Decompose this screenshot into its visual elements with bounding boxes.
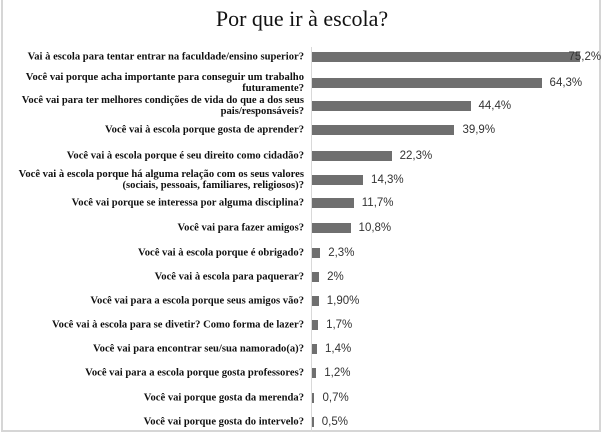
category-label: Você vai à escola porque gosta de aprend… [14, 125, 304, 136]
data-bar [312, 125, 455, 135]
data-bar [312, 368, 317, 378]
data-value-label: 75,2% [568, 51, 602, 63]
category-label: Você vai à escola porque há alguma relaç… [14, 169, 304, 191]
category-label-line: pais/responsáveis? [220, 106, 304, 117]
data-value-label: 2,3% [328, 247, 355, 259]
category-label-line: Você vai à escola para se divetir? Como … [51, 319, 304, 331]
category-label: Você vai à escola para paquerar? [14, 272, 304, 283]
category-label-line: Você vai porque gosta da merenda? [143, 392, 304, 404]
chart-title: Por que ir à escola? [215, 6, 389, 31]
data-bar [312, 320, 319, 330]
category-label: Você vai para a escola porque gosta prof… [14, 368, 304, 379]
data-value-label: 11,7% [361, 197, 394, 209]
category-label: Você vai para fazer amigos? [14, 223, 304, 234]
data-value-label: 1,4% [324, 343, 352, 355]
data-value-label: 14,3% [371, 174, 404, 186]
category-label: Você vai à escola porque é seu direito c… [14, 151, 304, 162]
category-label-line: Você vai para a escola porque seus amigo… [90, 295, 304, 307]
data-bar [312, 272, 320, 282]
category-label-line: Você vai à escola porque é obrigado? [138, 247, 304, 259]
category-label: Você vai para encontrar seu/sua namorado… [14, 344, 304, 355]
category-label-line: Você vai à escola porque há alguma relaç… [18, 169, 304, 180]
data-bar [312, 52, 581, 62]
data-value-label: 10,8% [358, 222, 392, 234]
category-label-line: Você vai para fazer amigos? [177, 222, 304, 234]
category-label: Você vai porque gosta da merenda? [14, 393, 304, 404]
category-label: Você vai porque se interessa por alguma … [14, 198, 304, 209]
category-label-line: Você vai porque gosta do intervelo? [143, 416, 304, 428]
data-value-label: 2% [327, 271, 344, 283]
data-bar [312, 296, 319, 306]
category-label-line: Você vai para encontrar seu/sua namorado… [93, 343, 304, 355]
data-value-label: 1,2% [324, 367, 351, 379]
category-label: Você vai para ter melhores condições de … [14, 95, 304, 117]
data-bar [312, 175, 364, 185]
category-label-line: (sociais, pessoais, familiares, religios… [122, 180, 304, 191]
category-label-line: Você vai à escola porque é seu direito c… [66, 150, 304, 162]
category-label-line: Você vai à escola para paquerar? [154, 271, 304, 283]
category-label-line: Você vai porque acha importante para con… [25, 72, 304, 83]
category-label: Você vai para a escola porque seus amigo… [14, 296, 304, 307]
category-label-line: Você vai porque se interessa por alguma … [71, 197, 304, 209]
data-value-label: 39,9% [462, 124, 496, 136]
data-bar [312, 344, 317, 354]
category-label-line: Você vai à escola porque gosta de aprend… [104, 124, 304, 136]
data-bar [312, 198, 354, 208]
category-label-line: futuramente? [242, 83, 304, 94]
data-bar [312, 223, 351, 233]
category-label: Você vai porque acha importante para con… [14, 72, 304, 94]
category-label: Você vai à escola porque é obrigado? [14, 248, 304, 259]
category-label: Vai à escola para tentar entrar na facul… [14, 52, 304, 63]
data-bar [312, 417, 314, 427]
data-value-label: 0,7% [322, 392, 349, 404]
category-label-line: Vai à escola para tentar entrar na facul… [27, 51, 304, 63]
category-label-line: Você vai para ter melhores condições de … [21, 95, 304, 106]
category-axis-line [311, 47, 312, 432]
data-value-label: 1,7% [326, 319, 353, 331]
data-bar [312, 78, 542, 88]
data-value-label: 1,90% [326, 295, 360, 307]
category-label: Você vai à escola para se divetir? Como … [14, 320, 304, 331]
data-value-label: 22,3% [399, 150, 433, 162]
data-bar [312, 101, 471, 111]
category-label: Você vai porque gosta do intervelo? [14, 417, 304, 428]
data-bar [312, 151, 392, 161]
category-label-line: Você vai para a escola porque gosta prof… [85, 367, 304, 379]
data-bar [312, 248, 321, 258]
data-value-label: 64,3% [549, 77, 583, 89]
data-value-label: 44,4% [478, 100, 512, 112]
data-value-label: 0,5% [321, 416, 348, 428]
data-bar [312, 393, 315, 403]
